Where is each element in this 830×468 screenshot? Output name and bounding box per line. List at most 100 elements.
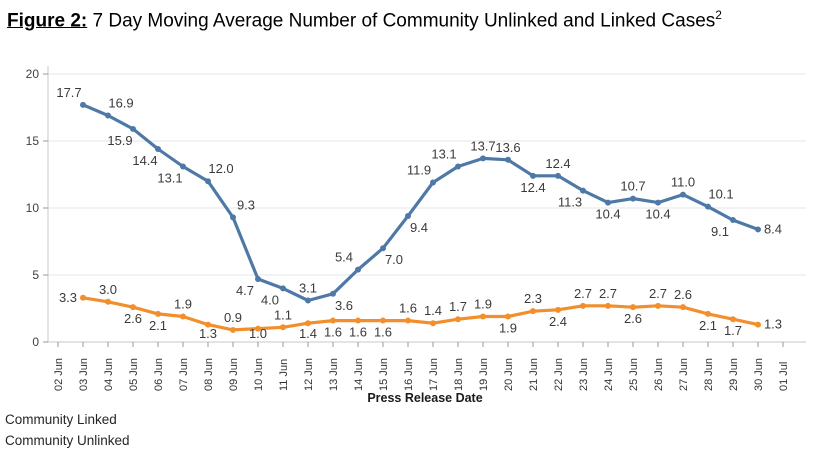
- data-point-community-unlinked: [480, 313, 486, 320]
- data-point-community-linked: [580, 187, 586, 194]
- data-point-community-unlinked: [105, 298, 111, 305]
- data-label-community-unlinked: 1.4: [424, 303, 442, 318]
- data-label-community-unlinked: 1.7: [449, 299, 467, 314]
- data-label-community-unlinked: 2.1: [699, 318, 717, 333]
- x-axis-label: 05 Jun: [128, 358, 140, 391]
- x-axis-label: 15 Jun: [378, 358, 390, 391]
- y-axis-label: 10: [26, 201, 40, 215]
- data-label-community-linked: 11.3: [558, 195, 582, 210]
- y-axis-label: 15: [26, 134, 40, 148]
- x-axis-label: 20 Jun: [503, 358, 515, 391]
- legend-item-community-linked: Community Linked: [5, 412, 117, 427]
- data-label-community-linked: 13.7: [470, 138, 495, 153]
- data-label-community-linked: 3.6: [335, 298, 353, 313]
- data-label-community-linked: 4.7: [236, 283, 254, 298]
- data-point-community-linked: [105, 112, 111, 119]
- figure-title: Figure 2: 7 Day Moving Average Number of…: [7, 8, 722, 32]
- data-point-community-linked: [705, 203, 711, 210]
- data-label-community-unlinked: 1.6: [324, 325, 342, 340]
- x-axis-label: 14 Jun: [353, 358, 365, 391]
- x-axis-title: Press Release Date: [367, 391, 482, 405]
- x-axis-label: 19 Jun: [478, 358, 490, 391]
- x-axis-label: 27 Jun: [678, 358, 690, 391]
- data-label-community-linked: 16.9: [108, 96, 133, 111]
- data-label-community-linked: 13.1: [157, 170, 182, 185]
- y-axis-label: 5: [32, 268, 39, 282]
- data-label-community-linked: 7.0: [385, 252, 403, 267]
- data-label-community-unlinked: 1.9: [499, 321, 517, 336]
- data-point-community-linked: [680, 191, 686, 198]
- data-point-community-linked: [80, 101, 86, 108]
- data-point-community-unlinked: [555, 306, 561, 313]
- data-point-community-linked: [655, 199, 661, 206]
- data-point-community-linked: [430, 179, 436, 186]
- y-axis-label: 20: [26, 67, 40, 81]
- data-label-community-linked: 12.4: [545, 156, 570, 171]
- legend-item-community-unlinked: Community Unlinked: [5, 433, 130, 448]
- data-label-community-linked: 8.4: [764, 221, 782, 236]
- data-point-community-linked: [530, 172, 536, 179]
- data-label-community-linked: 4.0: [261, 292, 279, 307]
- data-label-community-unlinked: 2.1: [149, 318, 167, 333]
- data-point-community-linked: [305, 297, 311, 304]
- data-point-community-linked: [730, 217, 736, 224]
- data-label-community-linked: 17.7: [56, 85, 81, 100]
- data-label-community-linked: 15.9: [107, 133, 132, 148]
- data-label-community-unlinked: 2.7: [574, 286, 592, 301]
- data-label-community-unlinked: 0.9: [224, 310, 242, 325]
- figure-number: Figure 2:: [7, 10, 88, 32]
- data-point-community-unlinked: [605, 302, 611, 309]
- data-label-community-linked: 11.0: [671, 175, 695, 190]
- data-point-community-unlinked: [355, 317, 361, 324]
- data-point-community-linked: [380, 245, 386, 252]
- data-point-community-unlinked: [455, 316, 461, 323]
- data-point-community-unlinked: [180, 313, 186, 320]
- data-point-community-unlinked: [380, 317, 386, 324]
- x-axis-label: 10 Jun: [253, 358, 265, 391]
- x-axis-label: 04 Jun: [103, 358, 115, 391]
- data-label-community-linked: 3.1: [299, 280, 317, 295]
- data-label-community-linked: 9.4: [410, 220, 428, 235]
- data-point-community-unlinked: [330, 317, 336, 324]
- x-axis-label: 29 Jun: [728, 358, 740, 391]
- data-point-community-unlinked: [755, 321, 761, 328]
- y-axis-label: 0: [32, 335, 39, 349]
- data-point-community-linked: [355, 266, 361, 273]
- x-axis-label: 01 Jul: [778, 362, 790, 391]
- x-axis-label: 22 Jun: [553, 358, 565, 391]
- x-axis-label: 18 Jun: [453, 358, 465, 391]
- data-point-community-linked: [155, 146, 161, 153]
- x-axis-label: 28 Jun: [703, 358, 715, 391]
- data-point-community-unlinked: [305, 320, 311, 327]
- x-axis-label: 09 Jun: [228, 358, 240, 391]
- data-point-community-unlinked: [530, 308, 536, 315]
- data-label-community-unlinked: 1.7: [724, 323, 742, 338]
- data-point-community-linked: [755, 226, 761, 233]
- data-point-community-unlinked: [655, 302, 661, 309]
- data-label-community-unlinked: 1.6: [374, 325, 392, 340]
- data-label-community-unlinked: 2.7: [599, 286, 617, 301]
- data-point-community-linked: [205, 178, 211, 185]
- data-label-community-unlinked: 2.4: [549, 314, 567, 329]
- data-label-community-unlinked: 2.6: [124, 311, 142, 326]
- data-label-community-unlinked: 1.3: [199, 326, 217, 341]
- data-point-community-unlinked: [155, 310, 161, 317]
- data-point-community-linked: [130, 125, 136, 132]
- x-axis-label: 24 Jun: [603, 358, 615, 391]
- x-axis-label: 08 Jun: [203, 358, 215, 391]
- data-point-community-linked: [280, 285, 286, 292]
- data-label-community-unlinked: 1.4: [299, 326, 317, 341]
- data-point-community-unlinked: [430, 320, 436, 327]
- data-point-community-linked: [180, 163, 186, 170]
- series-line-community-unlinked: [81, 296, 760, 332]
- data-label-community-unlinked: 1.9: [474, 297, 492, 312]
- data-point-community-linked: [330, 290, 336, 297]
- x-axis-label: 07 Jun: [178, 358, 190, 391]
- data-point-community-linked: [230, 214, 236, 221]
- x-axis-label: 30 Jun: [753, 358, 765, 391]
- data-label-community-linked: 13.6: [495, 140, 520, 155]
- x-axis-label: 17 Jun: [428, 358, 440, 391]
- data-point-community-unlinked: [205, 321, 211, 328]
